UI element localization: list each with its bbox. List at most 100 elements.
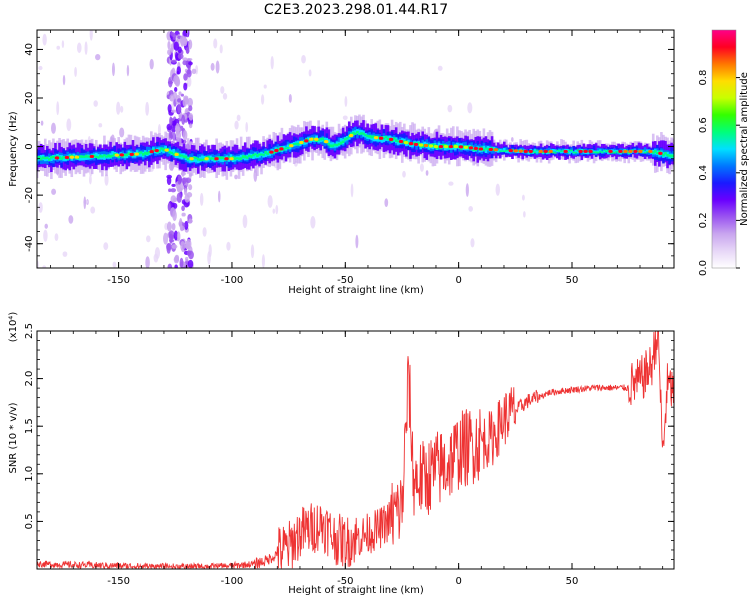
spectrogram-ridge-cell [97, 156, 100, 159]
spectrogram-ridge-cell [252, 153, 255, 157]
spectrogram-peak-cell [299, 140, 304, 145]
spectrogram-noise-cell [166, 243, 171, 254]
spectrogram-peak-cell [548, 149, 553, 154]
x-tick-label: 50 [566, 275, 579, 286]
y-tick-label: -40 [24, 236, 35, 252]
spectrogram-ridge-cell [574, 152, 578, 154]
spectrogram-ridge-cell [421, 144, 425, 148]
spectrogram-peak-cell [309, 137, 314, 141]
spectrogram-peak-cell [189, 157, 194, 161]
spectrogram-noise-cell [213, 38, 218, 49]
spectrogram-ridge-cell [658, 150, 661, 153]
spectrogram-ridge-cell [435, 146, 439, 150]
spectrogram-noise-cell [169, 47, 174, 52]
spectrogram-ridge-cell [235, 157, 239, 160]
spectrogram-noise-cell [191, 68, 197, 75]
spectrogram-noise-cell [111, 62, 115, 77]
spectrogram-noise-cell [186, 69, 191, 75]
colorbar-frame [711, 29, 737, 269]
spectrogram-ridge-cell [541, 152, 545, 154]
spectrogram-ridge-cell [241, 155, 245, 159]
spectrogram-ridge-cell [264, 152, 267, 158]
spectrogram-ridge-cell [39, 157, 43, 165]
spectrogram-noise-cell [66, 118, 72, 132]
spectrogram-noise-cell [184, 220, 189, 230]
spectrogram-noise-cell [183, 73, 188, 81]
spectrogram-noise-cell [171, 222, 176, 231]
spectrogram-ridge-cell [607, 149, 610, 152]
spectrogram-ridge-cell [188, 157, 192, 163]
spectrogram-peak-cell [583, 149, 588, 154]
spectrogram-noise-cell [188, 123, 193, 129]
spectrogram-ridge-cell [535, 150, 539, 154]
spectrogram-ridge-cell [517, 149, 520, 152]
spectrogram-peak-cell [578, 149, 583, 154]
spectrogram-peak-cell [538, 149, 543, 154]
spectrogram-noise-cell [119, 127, 125, 138]
spectrogram-ridge-cell [413, 141, 416, 145]
spectrogram-ridge-cell [80, 155, 84, 161]
spectrogram-noise-cell [145, 101, 150, 116]
spectrogram-ridge-cell [598, 150, 602, 153]
spectrogram-ridge-cell [554, 149, 557, 152]
spectrogram-ridge-cell [145, 151, 149, 155]
spectrogram-ridge-cell [327, 139, 331, 145]
spectrogram-peak-cell [388, 137, 394, 141]
spectrogram-ridge-cell [172, 153, 176, 156]
spectrogram-peak-cell [473, 146, 479, 151]
spectrogram-ridge-cell [50, 155, 53, 159]
spectrogram-ridge-cell [178, 154, 182, 157]
spectrogram-ridge-cell [462, 145, 465, 148]
spectrogram-noise-cell [226, 241, 231, 251]
spectrogram-ridge-cell [531, 150, 535, 154]
spectrogram-ridge-cell [370, 135, 373, 139]
spectrogram-noise-cell [188, 184, 193, 191]
x-tick-label: 0 [455, 275, 461, 286]
spectrogram-ridge-cell [572, 146, 575, 154]
spectrogram-noise-cell [173, 41, 179, 51]
spectrogram-ridge-cell [562, 149, 565, 151]
colorbar-tick-label: 0.4 [698, 165, 709, 181]
spectrogram-ridge-cell [239, 154, 243, 159]
spectrogram-ridge-cell [496, 150, 500, 153]
spectrogram-ridge-cell [576, 151, 580, 154]
spectrogram-ridge-cell [343, 138, 347, 141]
spectrogram-noise-cell [182, 130, 188, 141]
spectrogram-noise-cell [84, 41, 88, 55]
spectrogram-ridge-cell [168, 151, 172, 154]
spectrogram-noise-cell [183, 82, 188, 91]
spectrogram-ridge-cell [272, 149, 276, 154]
spectrogram-ridge-cell [315, 139, 318, 143]
spectrogram-ridge-cell [94, 152, 98, 158]
spectrogram-peak-cell [378, 136, 384, 140]
spectrogram-ridge-cell [201, 158, 204, 161]
spectrogram-ridge-cell [407, 141, 410, 144]
spectrogram-ridge-cell [484, 147, 488, 150]
spectrogram-noise-cell [173, 230, 179, 241]
spectrogram-noise-cell [217, 190, 221, 203]
spectrogram-ridge-cell [52, 155, 55, 159]
spectrogram-noise-cell [181, 114, 186, 125]
spectrogram-ridge-cell [570, 149, 573, 152]
spectrogram-noise-cell [178, 91, 182, 96]
spectrogram-ridge-cell [670, 154, 673, 158]
spectrogram-ridge-cell [505, 150, 508, 153]
spectrogram-noise-cell [166, 221, 172, 232]
spectrogram-ridge-cell [664, 152, 667, 158]
spectrogram-noise-cell [51, 188, 57, 195]
spectrogram-ridge-cell [84, 154, 88, 158]
spectrogram-ridge-cell [111, 154, 114, 157]
spectrogram-ridge-cell [554, 152, 557, 154]
spectrogram-peak-cell [129, 152, 134, 156]
spectrogram-noise-cell [188, 113, 194, 121]
spectrogram-ridge-cell [653, 150, 657, 153]
spectrogram-ridge-cell [64, 156, 67, 162]
spectrogram-noise-cell [176, 192, 182, 203]
spectrogram-ridge-cell [431, 143, 435, 147]
spectrogram-noise-cell [308, 69, 312, 77]
spectrogram-ridge-cell [239, 157, 243, 161]
spectrogram-noise-cell [154, 247, 161, 259]
spectrogram-ridge-cell [643, 147, 647, 153]
spectrogram-peak-cell [633, 149, 638, 154]
spectrogram-ridge-cell [631, 149, 635, 151]
